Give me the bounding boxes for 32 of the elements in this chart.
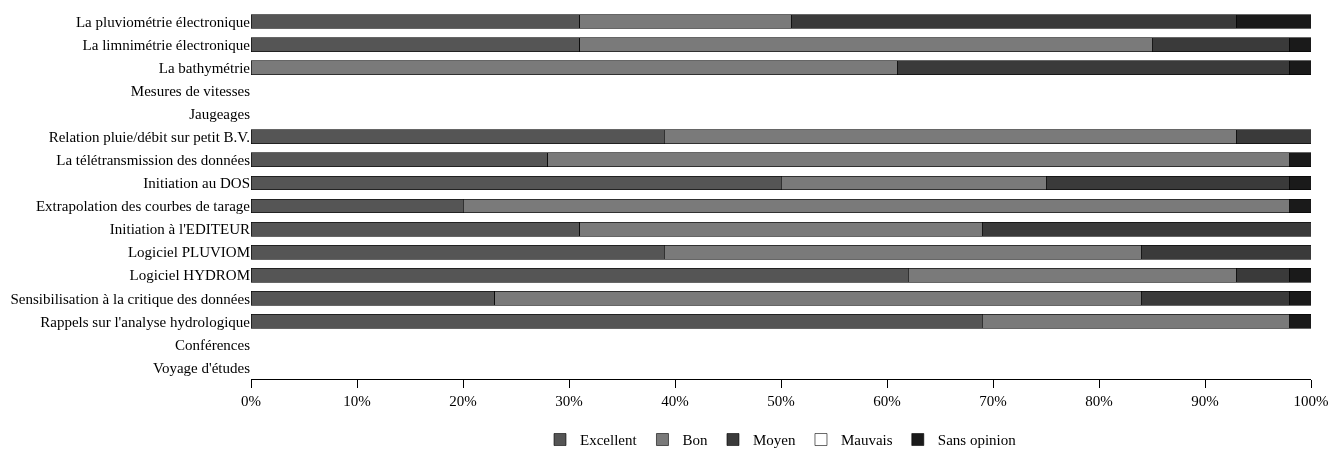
y-tick-label: Logiciel PLUVIOM [127,244,250,261]
legend-label: Bon [682,432,708,449]
y-tick-label: Mesures de vitesses [130,82,251,99]
y-tick-label: Voyage d'études [153,359,251,376]
y-tick-label: Rappels sur l'analyse hydrologique [40,313,251,330]
x-tick-label: 90% [1191,393,1219,409]
y-tick-label: La télétransmission des données [56,152,251,169]
x-tick-label: 50% [767,393,795,409]
y-tick-label: La bathymétrie [158,59,251,76]
x-tick-label: 60% [873,393,901,409]
y-tick-label: Conférences [175,336,251,353]
legend-label: Excellent [580,432,638,449]
x-tick-label: 70% [979,393,1007,409]
x-tick-label: 40% [661,393,689,409]
y-tick-label: Relation pluie/débit sur petit B.V. [48,129,250,146]
y-tick-label: La pluviométrie électronique [75,13,251,30]
y-tick-label: Jaugeages [189,106,251,123]
y-tick-label: Initiation au DOS [143,175,250,192]
y-tick-label: La limnimétrie électronique [82,36,251,53]
x-tick-label: 80% [1085,393,1113,409]
x-tick-label: 100% [1293,393,1329,409]
legend-label: Moyen [752,432,796,449]
legend-label: Sans opinion [937,432,1017,449]
x-tick-label: 20% [449,393,477,409]
x-tick-label: 0% [241,393,261,409]
y-tick-label: Sensibilisation à la critique des données [10,290,251,307]
y-tick-label: Logiciel HYDROM [129,267,250,284]
x-tick-label: 10% [343,393,371,409]
y-tick-label: Initiation à l'EDITEUR [109,221,250,238]
y-tick-label: Extrapolation des courbes de tarage [35,198,251,215]
x-tick-label: 30% [555,393,583,409]
legend-label: Mauvais [840,432,893,449]
